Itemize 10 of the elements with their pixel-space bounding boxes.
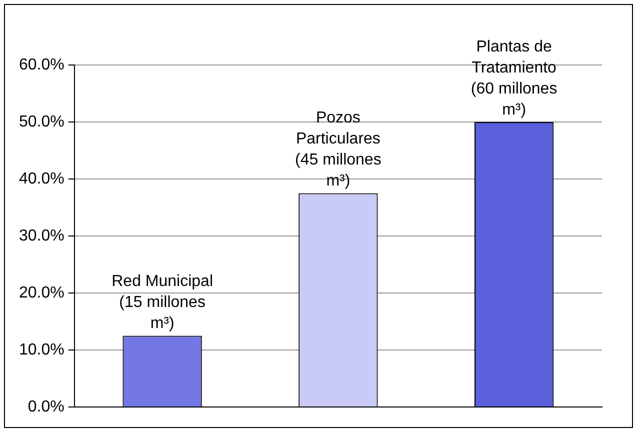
- x-tick-label: Pozos Particulares (45 millones m³): [295, 110, 382, 190]
- y-tick-label: 40.0%: [18, 170, 64, 188]
- y-tick-label: 20.0%: [18, 284, 64, 302]
- y-tick-label: 50.0%: [18, 113, 64, 130]
- x-tick-label: Plantas de Tratamiento (60 millones m³): [470, 38, 558, 118]
- y-tick-label: 10.0%: [18, 341, 64, 358]
- y-tick-label: 60.0%: [18, 56, 64, 74]
- x-tick-label: Red Municipal (15 millones m³): [112, 273, 213, 332]
- y-tick-label: 30.0%: [18, 227, 64, 244]
- y-tick-label: 0.0%: [28, 398, 64, 416]
